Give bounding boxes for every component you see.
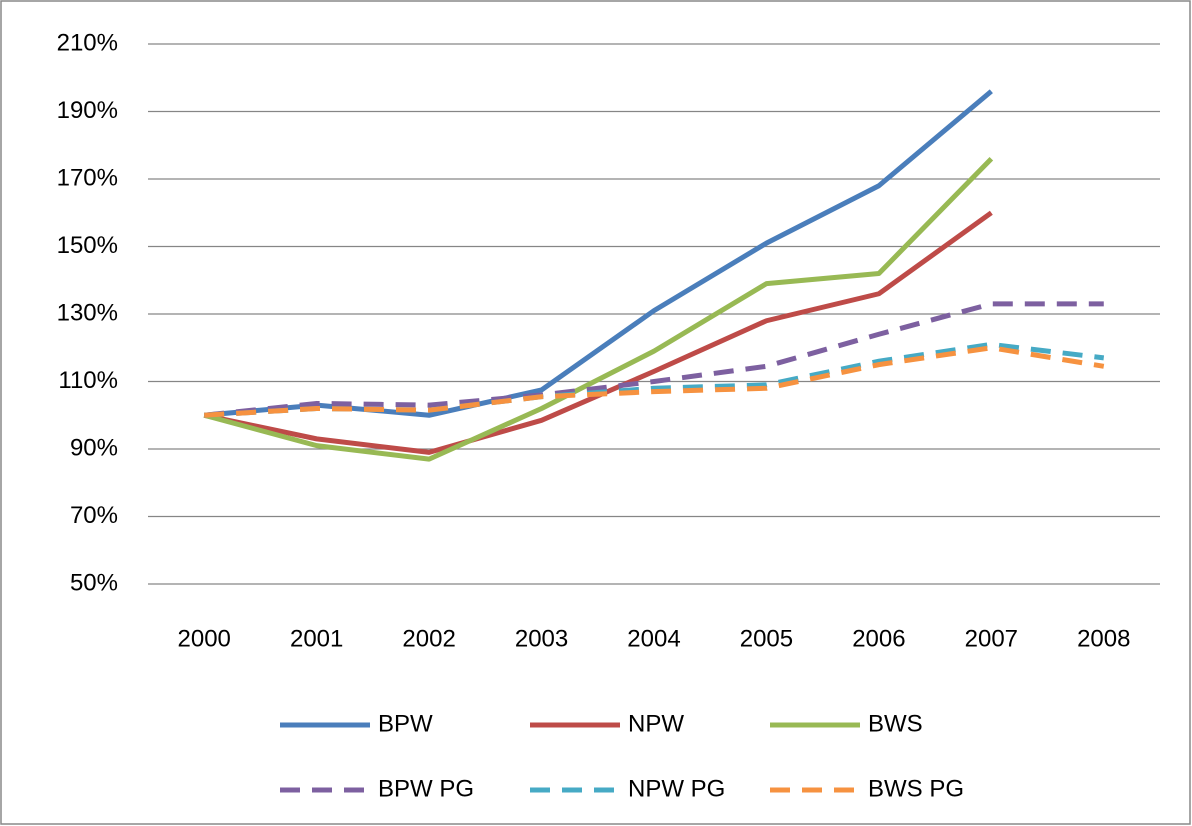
legend-label: NPW [628, 710, 684, 737]
x-tick-label: 2006 [852, 625, 905, 652]
y-tick-label: 170% [57, 164, 118, 191]
x-tick-label: 2005 [740, 625, 793, 652]
y-tick-label: 210% [57, 29, 118, 56]
y-tick-label: 150% [57, 232, 118, 259]
legend-label: BPW [378, 710, 433, 737]
legend-label: BPW PG [378, 775, 474, 802]
x-tick-label: 2003 [515, 625, 568, 652]
legend-label: BWS [868, 710, 923, 737]
y-tick-label: 110% [58, 367, 118, 394]
y-tick-label: 50% [70, 569, 118, 596]
series-line [204, 345, 1105, 418]
legend-label: NPW PG [628, 775, 725, 802]
x-tick-label: 2008 [1077, 625, 1130, 652]
series-line [204, 341, 1105, 418]
legend-label: BWS PG [868, 775, 964, 802]
series-line [203, 301, 1104, 418]
y-tick-label: 90% [70, 434, 118, 461]
x-tick-label: 2000 [178, 625, 231, 652]
y-tick-label: 70% [70, 502, 118, 529]
x-tick-label: 2002 [402, 625, 455, 652]
x-tick-label: 2001 [290, 625, 343, 652]
x-tick-label: 2004 [627, 625, 680, 652]
x-tick-label: 2007 [965, 625, 1018, 652]
series-line [203, 157, 994, 462]
y-tick-label: 190% [57, 97, 118, 124]
y-tick-label: 130% [57, 299, 118, 326]
